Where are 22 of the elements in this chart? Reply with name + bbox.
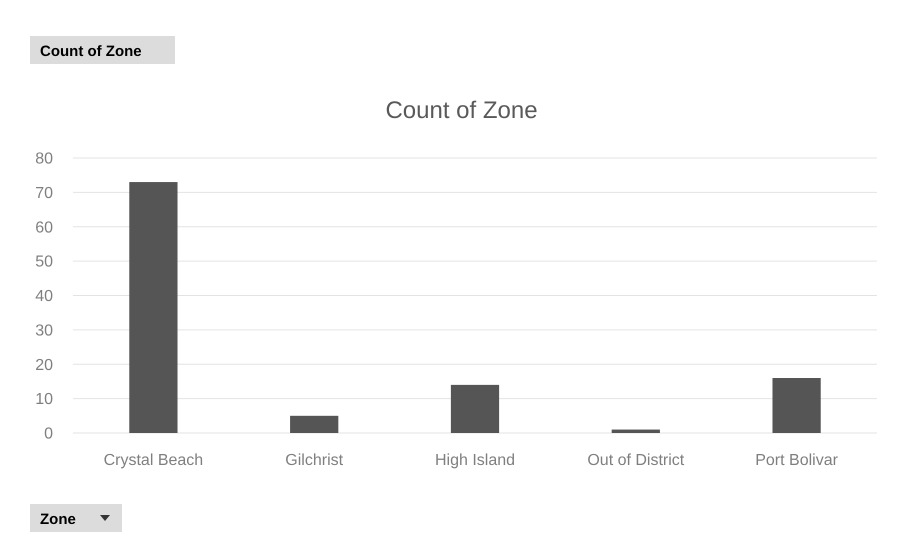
x-tick-label: High Island: [434, 452, 516, 469]
x-tick-label: Gilchrist: [285, 452, 344, 469]
chart-title: Count of Zone: [385, 97, 538, 124]
bar: [772, 378, 821, 433]
x-tick-label: Port Bolivar: [755, 452, 839, 469]
text: Zone: [40, 511, 76, 528]
text: Count of Zone: [40, 43, 142, 60]
bar: [612, 430, 660, 433]
y-tick-label: 30: [35, 322, 54, 340]
y-tick-label: 10: [35, 391, 54, 408]
x-tick-label: Out of District: [587, 452, 685, 469]
x-tick-label: Crystal Beach: [104, 452, 204, 469]
bar: [290, 416, 338, 433]
bar: [129, 182, 178, 433]
y-tick-label: 60: [35, 219, 54, 236]
y-tick-label: 50: [35, 254, 54, 271]
y-tick-label: 0: [44, 426, 54, 443]
y-tick-label: 40: [35, 288, 54, 306]
y-tick-label: 20: [35, 356, 54, 374]
y-tick-label: 80: [35, 150, 54, 168]
bar: [450, 384, 500, 433]
y-tick-label: 70: [35, 184, 54, 202]
